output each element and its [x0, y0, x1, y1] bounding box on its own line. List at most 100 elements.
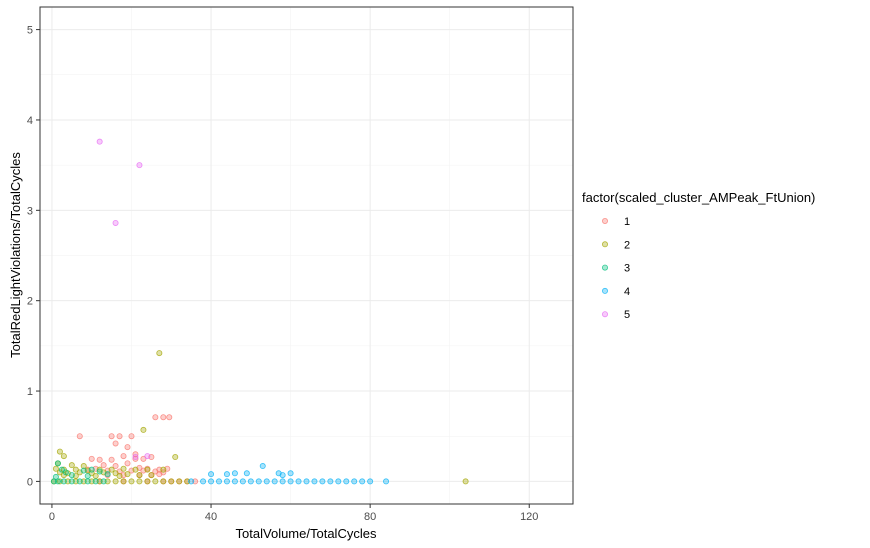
- data-point-cluster-2: [72, 466, 79, 473]
- data-point-cluster-3: [104, 471, 111, 478]
- data-point-cluster-4: [223, 471, 230, 478]
- data-point-cluster-1: [100, 462, 107, 469]
- data-point-cluster-2: [124, 471, 131, 478]
- data-point-cluster-4: [200, 478, 207, 485]
- legend-key-2: [602, 241, 609, 248]
- data-points: [50, 138, 469, 485]
- data-point-cluster-3: [62, 469, 69, 476]
- data-point-cluster-4: [188, 478, 195, 485]
- x-axis-ticks: 0 40 80 120: [49, 504, 538, 523]
- y-tick-label: 2: [27, 296, 33, 308]
- data-point-cluster-4: [243, 470, 250, 477]
- data-point-cluster-5: [136, 162, 143, 169]
- data-point-cluster-1: [76, 433, 83, 440]
- data-point-cluster-2: [148, 472, 155, 479]
- legend-key-1: [602, 217, 609, 224]
- data-point-cluster-4: [239, 478, 246, 485]
- data-point-cluster-1: [124, 444, 131, 451]
- data-point-cluster-4: [351, 478, 358, 485]
- x-tick-label: 0: [49, 511, 55, 523]
- data-point-cluster-4: [359, 478, 366, 485]
- data-point-cluster-4: [247, 478, 254, 485]
- x-tick-label: 120: [520, 511, 538, 523]
- data-point-cluster-4: [367, 478, 374, 485]
- legend-label-5: 5: [624, 309, 630, 321]
- data-point-cluster-2: [168, 478, 175, 485]
- data-point-cluster-2: [60, 453, 67, 460]
- data-point-cluster-4: [279, 472, 286, 479]
- data-point-cluster-3: [96, 468, 103, 475]
- data-point-cluster-2: [462, 478, 469, 485]
- data-point-cluster-3: [68, 472, 75, 479]
- legend-key-5: [602, 311, 609, 318]
- data-point-cluster-1: [96, 456, 103, 463]
- data-point-cluster-5: [96, 138, 103, 145]
- data-point-cluster-2: [112, 478, 119, 485]
- data-point-cluster-4: [279, 478, 286, 485]
- panel-border: [39, 6, 574, 505]
- data-point-cluster-1: [166, 414, 173, 421]
- data-point-cluster-1: [152, 468, 159, 475]
- data-point-cluster-2: [136, 472, 143, 479]
- legend-label-1: 1: [624, 216, 630, 228]
- data-point-cluster-4: [231, 470, 238, 477]
- y-axis-title: TotalRedLightViolations/TotalCycles: [8, 152, 23, 358]
- data-point-cluster-1: [120, 453, 127, 460]
- data-point-cluster-1: [108, 433, 115, 440]
- data-point-cluster-3: [68, 478, 75, 485]
- y-axis-ticks: 0 1 2 3 4 5: [27, 25, 40, 488]
- data-point-cluster-3: [54, 478, 61, 485]
- data-point-cluster-3: [100, 478, 107, 485]
- data-point-cluster-2: [140, 426, 147, 433]
- data-point-cluster-1: [88, 455, 95, 462]
- data-point-cluster-2: [120, 478, 127, 485]
- data-point-cluster-1: [112, 463, 119, 470]
- y-tick-label: 3: [27, 205, 33, 217]
- data-point-cluster-2: [160, 478, 167, 485]
- data-point-cluster-4: [215, 478, 222, 485]
- legend-title: factor(scaled_cluster_AMPeak_FtUnion): [582, 190, 815, 205]
- data-point-cluster-3: [88, 466, 95, 473]
- data-point-cluster-4: [311, 478, 318, 485]
- data-point-cluster-5: [132, 454, 139, 461]
- data-point-cluster-1: [128, 433, 135, 440]
- y-tick-label: 4: [27, 115, 33, 127]
- data-point-cluster-4: [208, 471, 215, 478]
- legend-label-3: 3: [624, 263, 630, 275]
- data-point-cluster-2: [52, 465, 59, 472]
- data-point-cluster-2: [136, 478, 143, 485]
- x-axis-title: TotalVolume/TotalCycles: [236, 526, 377, 541]
- data-point-cluster-1: [124, 460, 131, 467]
- data-point-cluster-2: [96, 466, 103, 473]
- data-point-cluster-2: [144, 478, 151, 485]
- data-point-cluster-2: [92, 472, 99, 479]
- x-tick-label: 80: [364, 511, 376, 523]
- data-point-cluster-4: [287, 478, 294, 485]
- data-point-cluster-1: [112, 440, 119, 447]
- grid-lines: [40, 7, 573, 504]
- data-point-cluster-2: [112, 470, 119, 477]
- data-point-cluster-1: [156, 471, 163, 478]
- y-tick-label: 0: [27, 476, 33, 488]
- data-point-cluster-3: [76, 478, 83, 485]
- data-point-cluster-3: [92, 478, 99, 485]
- data-point-cluster-2: [132, 466, 139, 473]
- data-point-cluster-2: [80, 463, 87, 470]
- data-point-cluster-2: [152, 478, 159, 485]
- data-point-cluster-3: [80, 467, 87, 474]
- data-point-cluster-2: [108, 466, 115, 473]
- data-point-cluster-4: [295, 478, 302, 485]
- data-point-cluster-1: [160, 414, 167, 421]
- data-point-cluster-4: [231, 478, 238, 485]
- legend-label-4: 4: [624, 286, 630, 298]
- legend: factor(scaled_cluster_AMPeak_FtUnion) 1 2…: [582, 190, 815, 321]
- data-point-cluster-1: [140, 455, 147, 462]
- data-point-cluster-5: [144, 453, 151, 460]
- data-point-cluster-4: [208, 478, 215, 485]
- data-point-cluster-4: [271, 478, 278, 485]
- data-point-cluster-2: [176, 478, 183, 485]
- y-tick-label: 1: [27, 386, 33, 398]
- data-point-cluster-1: [132, 455, 139, 462]
- data-point-cluster-4: [319, 478, 326, 485]
- data-point-cluster-1: [116, 433, 123, 440]
